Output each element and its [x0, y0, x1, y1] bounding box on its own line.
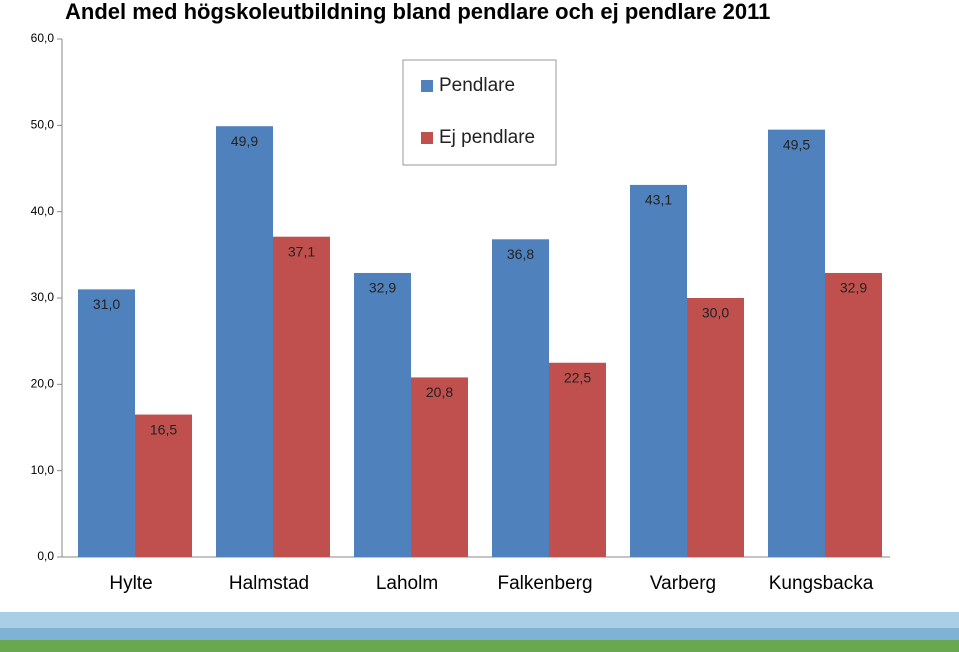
data-label: 22,5 — [564, 369, 591, 385]
bar — [78, 289, 135, 557]
legend — [402, 59, 557, 166]
x-tick-label: Laholm — [376, 573, 438, 594]
x-tick-label: Halmstad — [229, 573, 309, 594]
data-label: 31,0 — [93, 296, 120, 312]
data-label: 30,0 — [702, 305, 729, 321]
decoration — [0, 612, 959, 652]
y-tick-label: 10,0 — [31, 463, 55, 477]
x-tick-label: Hylte — [109, 573, 152, 594]
y-tick-label: 0,0 — [37, 549, 54, 563]
y-tick-label: 20,0 — [31, 377, 55, 391]
data-label: 20,8 — [426, 384, 453, 400]
bar — [273, 236, 330, 557]
x-tick-label: Kungsbacka — [769, 573, 874, 594]
data-label: 49,5 — [783, 136, 810, 152]
data-label: 49,9 — [231, 133, 258, 149]
bar — [687, 298, 744, 557]
data-label: 37,1 — [288, 243, 315, 259]
bar — [549, 362, 606, 557]
bar — [135, 414, 192, 557]
chart-title: Andel med högskoleutbildning bland pendl… — [65, 0, 770, 24]
bar — [411, 377, 468, 557]
legend-label: Ej pendlare — [439, 127, 535, 148]
y-tick-label: 30,0 — [31, 290, 55, 304]
bar — [216, 126, 273, 558]
y-tick-label: 60,0 — [31, 31, 55, 45]
bar — [825, 272, 882, 557]
data-label: 16,5 — [150, 421, 177, 437]
legend-swatch — [421, 80, 433, 92]
bar — [768, 129, 825, 557]
y-tick-label: 40,0 — [31, 204, 55, 218]
data-label: 43,1 — [645, 192, 672, 208]
data-label: 32,9 — [369, 280, 396, 296]
y-tick-label: 50,0 — [31, 118, 55, 132]
bar — [492, 239, 549, 557]
x-tick-label: Varberg — [650, 573, 716, 594]
legend-swatch — [421, 132, 433, 144]
bar — [630, 184, 687, 558]
data-label: 32,9 — [840, 280, 867, 296]
legend-label: Pendlare — [439, 75, 515, 96]
x-tick-label: Falkenberg — [497, 573, 592, 594]
bar — [354, 272, 411, 557]
data-label: 36,8 — [507, 246, 534, 262]
